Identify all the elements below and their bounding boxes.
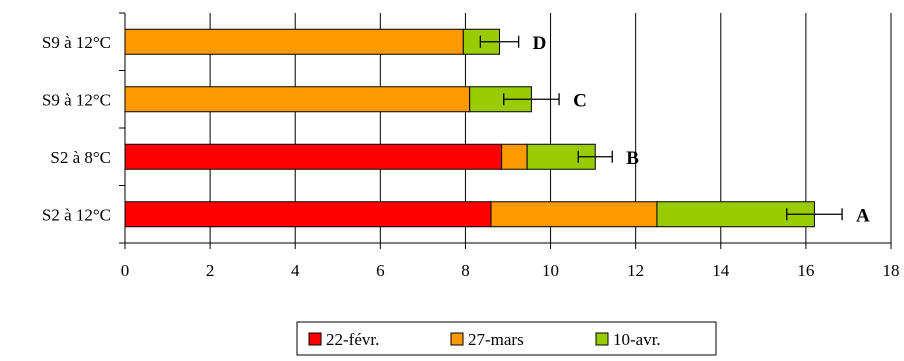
bars xyxy=(124,28,815,228)
x-tick-label: 8 xyxy=(461,261,470,280)
bar-segment xyxy=(124,143,503,170)
category-label: S9 à 12°C xyxy=(42,33,111,52)
x-tick-label: 14 xyxy=(712,261,730,280)
x-tick-label: 6 xyxy=(376,261,385,280)
significance-letters: A B C D xyxy=(533,33,870,227)
category-label: S9 à 12°C xyxy=(42,90,111,109)
category-label: S2 à 8°C xyxy=(50,148,111,167)
category-labels: S2 à 12°C S2 à 8°C S9 à 12°C S9 à 12°C xyxy=(42,33,111,225)
x-tick-label: 12 xyxy=(627,261,644,280)
significance-letter: D xyxy=(533,33,547,54)
x-tick-label: 18 xyxy=(883,261,900,280)
axes xyxy=(119,12,892,249)
x-tick-label: 4 xyxy=(291,261,300,280)
legend-label: 22-févr. xyxy=(326,330,379,349)
legend: 22-févr. 27-mars 10-avr. xyxy=(296,321,717,356)
bar-segment xyxy=(501,143,528,170)
significance-letter: C xyxy=(573,90,587,111)
x-tick-label: 2 xyxy=(206,261,215,280)
bar-segment xyxy=(124,86,471,113)
legend-box xyxy=(296,321,717,356)
x-tick-label: 10 xyxy=(542,261,559,280)
significance-letter: B xyxy=(626,148,639,169)
legend-label: 27-mars xyxy=(468,330,524,349)
legend-swatch xyxy=(450,332,464,346)
category-label: S2 à 12°C xyxy=(42,205,111,224)
x-tick-label: 16 xyxy=(797,261,814,280)
error-bars xyxy=(479,35,843,221)
bar-segment xyxy=(490,201,658,228)
legend-label: 10-avr. xyxy=(613,330,661,349)
legend-swatch xyxy=(308,332,322,346)
bar-segment xyxy=(124,28,464,55)
bar-segment xyxy=(124,201,492,228)
x-tick-labels: 0 2 4 6 8 10 12 14 16 18 xyxy=(121,261,900,280)
legend-swatch xyxy=(595,332,609,346)
x-tick-label: 0 xyxy=(121,261,130,280)
significance-letter: A xyxy=(856,205,870,226)
